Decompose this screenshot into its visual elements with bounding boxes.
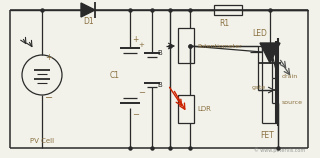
Text: B: B	[157, 50, 162, 56]
Text: C1: C1	[110, 72, 120, 80]
Text: drain: drain	[282, 73, 298, 79]
Bar	[214, 5, 242, 15]
Text: source: source	[282, 100, 303, 106]
Text: −: −	[132, 110, 139, 119]
Text: gate: gate	[252, 85, 266, 91]
Text: −: −	[138, 88, 145, 97]
Text: R1: R1	[219, 19, 229, 28]
Bar	[178, 95, 194, 123]
Text: PV Cell: PV Cell	[30, 138, 54, 144]
Text: B: B	[157, 82, 162, 88]
Polygon shape	[81, 3, 95, 17]
Text: +: +	[45, 54, 52, 63]
Text: LDR: LDR	[197, 106, 211, 112]
Text: +: +	[138, 42, 144, 48]
Text: +: +	[132, 36, 138, 45]
Text: Potentiometer: Potentiometer	[197, 43, 242, 49]
Polygon shape	[260, 43, 280, 63]
Text: −: −	[45, 93, 53, 103]
Text: FET: FET	[260, 131, 274, 140]
Bar	[178, 28, 194, 63]
Text: D1: D1	[83, 18, 94, 27]
Text: © www.petervis.com: © www.petervis.com	[254, 147, 305, 153]
Text: LED: LED	[252, 28, 267, 37]
